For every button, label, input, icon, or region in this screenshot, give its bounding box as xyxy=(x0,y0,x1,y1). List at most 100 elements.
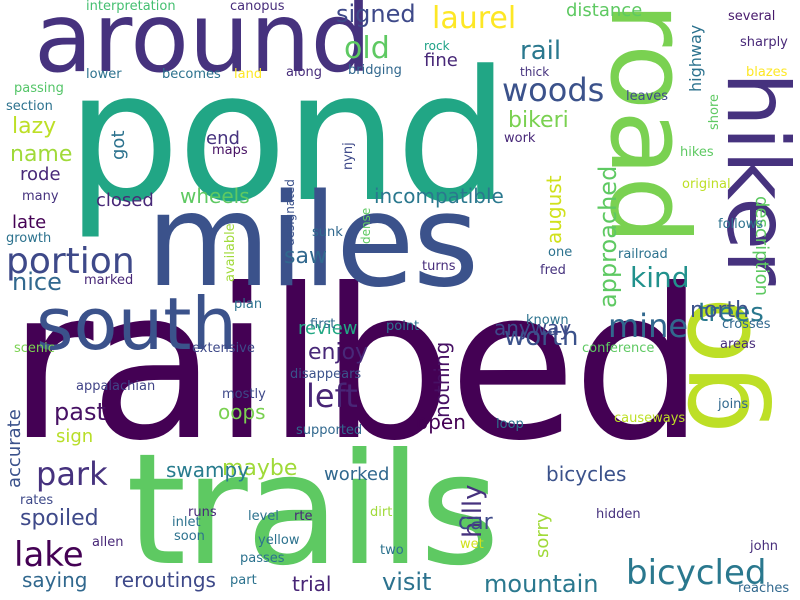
word: plan xyxy=(234,297,263,312)
word: description xyxy=(751,196,772,297)
word: kind xyxy=(630,261,690,294)
word: nothing xyxy=(430,341,454,418)
word: rates xyxy=(20,493,54,508)
word: sunk xyxy=(312,225,343,240)
word: runs xyxy=(188,505,217,520)
word: incompatible xyxy=(374,184,504,208)
word: sorry xyxy=(532,512,553,558)
word: crosses xyxy=(722,317,771,332)
word: rock xyxy=(424,39,450,53)
word: wheels xyxy=(180,184,250,208)
word: sharply xyxy=(740,35,788,50)
word: highway xyxy=(686,24,705,92)
word: reaches xyxy=(738,581,790,596)
word: bikeri xyxy=(508,108,569,133)
word: yellow xyxy=(258,533,300,548)
word: land xyxy=(234,67,263,82)
word: becomes xyxy=(162,67,221,82)
word: causeways xyxy=(614,411,686,426)
word: bicycles xyxy=(546,462,627,486)
word: appalachian xyxy=(76,379,156,394)
word: work xyxy=(504,131,536,146)
word: signed xyxy=(336,0,416,28)
word: accurate xyxy=(4,409,25,488)
word: blazes xyxy=(746,65,788,80)
word: late xyxy=(12,212,47,233)
word: wet xyxy=(460,537,484,552)
word: one xyxy=(548,245,573,260)
word: car xyxy=(458,510,493,535)
word: woods xyxy=(502,71,605,109)
word: review xyxy=(298,318,358,339)
word: section xyxy=(6,99,53,114)
word: mostly xyxy=(222,387,266,402)
word: spoiled xyxy=(20,506,99,531)
word: worth xyxy=(504,322,579,352)
word: many xyxy=(22,189,59,204)
word: passes xyxy=(240,551,285,566)
word: interpretation xyxy=(86,0,176,14)
word: oops xyxy=(218,400,266,424)
word: maybe xyxy=(222,456,298,481)
word: trees xyxy=(698,298,764,328)
word: reroutings xyxy=(114,568,216,592)
word: north xyxy=(690,298,750,323)
word: fred xyxy=(540,263,566,278)
word: lower xyxy=(86,67,122,82)
word: nynj xyxy=(341,142,356,170)
word: past xyxy=(54,398,106,426)
word: fine xyxy=(424,50,458,71)
word: hikes xyxy=(680,145,714,160)
word: visit xyxy=(382,568,432,596)
word: approached xyxy=(594,165,622,308)
word: shore xyxy=(707,93,722,130)
word: turns xyxy=(422,259,456,274)
word: original xyxy=(682,177,731,192)
word: park xyxy=(36,455,108,493)
word: known xyxy=(526,313,569,328)
word: part xyxy=(230,573,257,588)
word: left xyxy=(306,377,358,415)
word: laurel xyxy=(432,1,517,36)
word: designated xyxy=(283,179,297,246)
word: allen xyxy=(92,535,124,550)
word: rte xyxy=(294,509,313,524)
word: canopus xyxy=(230,0,285,14)
word: end xyxy=(206,128,240,149)
word: leaves xyxy=(626,89,669,104)
word: lazy xyxy=(12,114,57,139)
word: extensive xyxy=(192,341,255,356)
word: swampy xyxy=(166,458,250,482)
word: follows xyxy=(718,217,764,232)
word: growth xyxy=(6,231,52,246)
word: soon xyxy=(174,529,205,544)
word: maps xyxy=(212,143,248,158)
word: sign xyxy=(56,426,94,447)
word: dirt xyxy=(370,505,393,520)
word: name xyxy=(10,142,73,167)
word: several xyxy=(728,9,776,24)
word: open xyxy=(416,410,466,434)
word: areas xyxy=(720,337,756,352)
word: bicycled xyxy=(626,553,767,593)
word: anyway xyxy=(494,316,572,340)
word: closed xyxy=(96,190,154,211)
word: passing xyxy=(14,81,64,96)
word: rail xyxy=(520,36,562,66)
word: bridging xyxy=(348,63,402,78)
word: conference xyxy=(582,341,655,356)
word: level xyxy=(248,509,279,524)
word: mountain xyxy=(484,570,599,598)
word: supported xyxy=(296,423,363,438)
word: loop xyxy=(496,417,524,432)
word: first xyxy=(310,317,336,332)
word: john xyxy=(750,539,779,554)
word: got xyxy=(108,130,129,161)
word: railroad xyxy=(618,247,668,262)
word: two xyxy=(380,543,404,558)
word: enjoy xyxy=(308,340,369,365)
word: inlet xyxy=(172,515,201,530)
word: hidden xyxy=(596,507,641,522)
word: around xyxy=(34,0,372,94)
